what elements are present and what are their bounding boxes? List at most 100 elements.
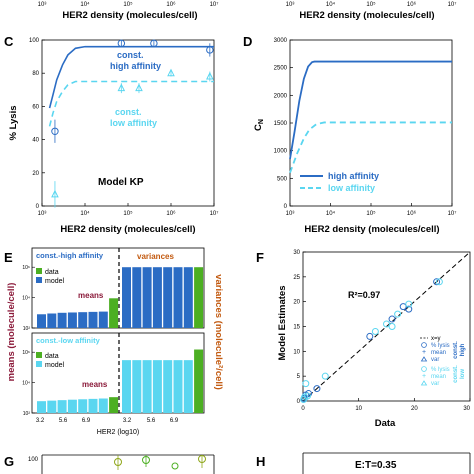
y-tick-label: 15: [293, 325, 300, 331]
panel-d-ticks: 10³ 10⁴ 10⁵ 10⁶ 10⁷ 0 500 1000 1500 2000 2500 3000: [274, 38, 457, 217]
bar-variance-model: [142, 360, 152, 413]
series-high-affinity: [48, 45, 214, 109]
legend-label-model: model: [45, 278, 65, 285]
legend-group-low-line2: low: [460, 369, 466, 379]
legend-label-low-lysis: % lysis: [431, 367, 450, 373]
x-tick-label: 10³: [286, 211, 295, 217]
bar-variance-model: [152, 360, 162, 413]
data-point-high: [150, 39, 158, 48]
data-point-high: [313, 385, 321, 393]
panel-d: D 10³ 10⁴ 10⁵ 10⁶ 10⁷ 0 500 1000 1500 2000 2500 300…: [243, 34, 456, 235]
bar-mean-model: [47, 400, 57, 413]
panel-h: H E:T=0.35: [256, 452, 471, 474]
model-kp-label: Model KP: [98, 177, 144, 188]
y-tick-label: 2500: [274, 66, 288, 72]
bar-variance-model: [132, 360, 142, 413]
x-tick-label: 10³: [38, 211, 47, 217]
x-tick-label: 10⁷: [210, 1, 219, 8]
data-point-low: [321, 372, 329, 380]
panel-letter-d: D: [243, 34, 252, 49]
panel-g-ytick-100: 100: [28, 457, 39, 463]
y-tick-label: 0: [297, 399, 301, 405]
bar-mean-model: [37, 314, 46, 328]
panel-f-ylabel: Model Estimates: [277, 286, 288, 361]
y-tick-label: 500: [277, 176, 288, 182]
legend-marker-high-mean: +: [422, 349, 426, 356]
data-point-high: [405, 305, 413, 313]
x-tick-label: 6.9: [82, 418, 91, 424]
annotation-high-line2: high affinity: [110, 61, 161, 71]
top-left-xlabel: HER2 density (molecules/cell): [62, 10, 197, 21]
panel-letter-f: F: [256, 250, 264, 265]
data-point-low: [383, 320, 390, 328]
panel-c-ticks: 10³ 10⁴ 10⁵ 10⁶ 10⁷ 0 20 40 60 80 100: [29, 38, 218, 217]
bar-variance-model: [122, 360, 131, 413]
data-point-low: [135, 83, 143, 92]
legend-label-model: model: [45, 362, 65, 369]
x-tick-label: 10⁵: [123, 1, 133, 8]
panel-e-top-title: const.-high affinity: [36, 251, 104, 260]
legend-group-high-line1: const.: [453, 341, 459, 359]
data-point-high: [388, 315, 396, 323]
legend-label-data: data: [45, 269, 59, 276]
data-point-low: [371, 327, 379, 335]
y-tick-label: 80: [32, 71, 39, 77]
series-high-affinity: [289, 60, 452, 160]
y-tick-label: 10²: [23, 326, 31, 332]
bar-variance-model: [183, 360, 193, 413]
legend-label-high-lysis: % lysis: [431, 343, 450, 349]
bar-mean-model: [78, 312, 88, 328]
bar-mean-model: [98, 398, 108, 413]
bar-mean-model: [67, 312, 77, 328]
bar-mean-data: [109, 397, 119, 413]
legend-label-high: high affinity: [328, 171, 379, 181]
panel-g: G 100: [4, 454, 215, 474]
data-point-low: [405, 300, 413, 308]
y-tick-label: 25: [293, 275, 300, 281]
legend-marker-low-mean: +: [422, 373, 426, 380]
y-tick-label: 100: [29, 38, 40, 44]
top-right-ticks: 10³ 10⁴ 10⁵ 10⁶ 10⁷: [286, 1, 457, 8]
means-label-bottom: means: [82, 380, 108, 389]
panel-e-ylabel-right: variances (molecule²/cell): [213, 274, 224, 390]
bar-variance-model: [152, 267, 162, 328]
data-point-low: [206, 71, 214, 80]
top-right-xlabel: HER2 density (molecules/cell): [299, 10, 434, 21]
y-tick-label: 10: [293, 349, 300, 355]
bar-mean-model: [88, 311, 98, 328]
legend-label-high-mean: mean: [431, 350, 446, 356]
series-low-affinity: [289, 121, 452, 174]
x-tick-label: 30: [463, 406, 470, 412]
bar-mean-model: [78, 399, 88, 413]
x-tick-label: 10⁶: [407, 1, 417, 8]
r-squared-label: R²=0.97: [348, 290, 380, 300]
panel-f-xlabel: Data: [375, 418, 396, 429]
x-tick-label: 10⁷: [210, 210, 219, 217]
y-tick-label: 10²: [23, 411, 31, 417]
x-tick-label: 10⁷: [448, 1, 457, 8]
panel-f-ticks: 0 10 20 30 0 5 10 15 20 25 30: [293, 250, 470, 412]
panel-g-markers: [114, 455, 206, 470]
data-point-low: [51, 189, 59, 198]
annotation-low-line1: const.: [115, 107, 142, 117]
legend-label-xy: x=y: [431, 336, 441, 342]
x-tick-label: 3.2: [36, 418, 45, 424]
x-tick-label: 10⁵: [366, 1, 376, 8]
y-tick-label: 1500: [274, 121, 288, 127]
x-tick-label: 5.6: [59, 418, 68, 424]
bar-mean-model: [98, 311, 108, 328]
legend-label-low: low affinity: [328, 183, 375, 193]
legend-swatch-data: [36, 268, 42, 274]
y-tick-label: 20: [293, 300, 300, 306]
y-tick-label: 20: [32, 171, 39, 177]
x-tick-label: 10⁴: [326, 210, 336, 217]
bar-mean-data: [109, 298, 119, 328]
bar-mean-model: [47, 313, 57, 328]
means-label-top: means: [78, 291, 104, 300]
data-point-low: [435, 278, 443, 286]
x-tick-label: 20: [411, 406, 418, 412]
x-tick-label: 6.9: [170, 418, 179, 424]
panel-letter-h: H: [256, 454, 265, 469]
legend-group-low-line1: const.: [453, 365, 459, 383]
